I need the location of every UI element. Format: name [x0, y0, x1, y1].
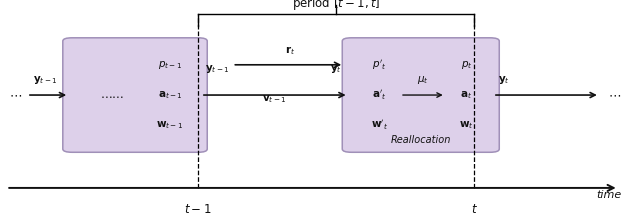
Text: $\mathbf{w}_{t-1}$: $\mathbf{w}_{t-1}$	[156, 119, 184, 131]
Text: $\cdots$: $\cdots$	[608, 89, 621, 102]
Text: $t$: $t$	[470, 203, 478, 216]
Text: $\mathbf{w}'_t$: $\mathbf{w}'_t$	[371, 118, 388, 132]
Text: $p_t$: $p_t$	[460, 59, 472, 71]
Text: Reallocation: Reallocation	[391, 135, 451, 145]
Text: $\mathbf{y}_t$: $\mathbf{y}_t$	[498, 74, 509, 86]
Text: period $[t-1,t]$: period $[t-1,t]$	[292, 0, 380, 12]
Text: $\mathbf{a}_{t-1}$: $\mathbf{a}_{t-1}$	[158, 89, 183, 101]
Text: $\mathbf{y}_t$: $\mathbf{y}_t$	[330, 63, 342, 75]
Text: $\mathbf{y}_{t-1}$: $\mathbf{y}_{t-1}$	[33, 74, 58, 86]
Text: $\mathbf{y}_{t-1}$: $\mathbf{y}_{t-1}$	[205, 63, 230, 75]
FancyBboxPatch shape	[342, 38, 499, 152]
Text: $\cdots$: $\cdots$	[9, 89, 22, 102]
Text: $\mu_t$: $\mu_t$	[417, 74, 429, 86]
Text: $p_{t-1}$: $p_{t-1}$	[158, 59, 182, 71]
FancyBboxPatch shape	[63, 38, 207, 152]
Text: $\mathbf{r}_t$: $\mathbf{r}_t$	[285, 44, 296, 57]
Text: $\cdots\cdots$: $\cdots\cdots$	[100, 89, 124, 102]
Text: $\mathbf{a}'_t$: $\mathbf{a}'_t$	[372, 88, 387, 102]
Text: $\mathbf{v}_{t-1}$: $\mathbf{v}_{t-1}$	[263, 94, 287, 105]
Text: $p'_t$: $p'_t$	[372, 58, 387, 72]
Text: $\mathbf{a}_t$: $\mathbf{a}_t$	[460, 89, 472, 101]
Text: $t-1$: $t-1$	[184, 203, 212, 216]
Text: time: time	[597, 191, 622, 200]
Text: $\mathbf{w}_t$: $\mathbf{w}_t$	[459, 119, 474, 131]
